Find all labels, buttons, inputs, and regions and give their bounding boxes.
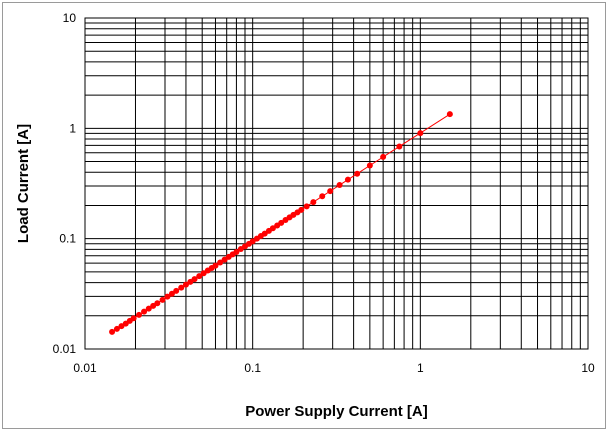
data-point [344, 176, 351, 183]
plot-area-border [84, 17, 589, 350]
data-point [269, 225, 276, 232]
data-point [396, 143, 403, 150]
data-point [366, 162, 373, 169]
data-point [319, 193, 326, 200]
data-point [109, 328, 116, 335]
data-point [336, 182, 343, 189]
data-point [159, 296, 166, 303]
data-point [233, 248, 240, 255]
data-point [303, 203, 310, 210]
chart-frame [2, 2, 606, 429]
data-point [168, 290, 175, 297]
x-tick-labels: 0.01 0.1 1 10 [73, 361, 595, 375]
x-tick-label: 0.1 [244, 361, 261, 375]
data-point [196, 273, 203, 280]
y-tick-labels: 0.01 0.1 1 10 [53, 11, 77, 356]
data-point [327, 188, 334, 195]
data-point [164, 293, 171, 300]
data-point [278, 219, 285, 226]
data-point [380, 153, 387, 160]
data-point [182, 281, 189, 288]
data-point [154, 300, 161, 307]
data-point [141, 308, 148, 315]
y-tick-label: 0.1 [59, 232, 76, 246]
series-markers [109, 111, 453, 335]
x-tick-label: 0.01 [73, 361, 97, 375]
data-point [136, 311, 143, 318]
data-point [310, 199, 317, 206]
y-tick-label: 1 [69, 121, 76, 135]
data-point [298, 206, 305, 213]
data-point [354, 170, 361, 177]
y-tick-label: 10 [63, 11, 77, 25]
data-point [178, 284, 185, 291]
x-tick-label: 10 [581, 361, 595, 375]
data-point [191, 276, 198, 283]
data-point [173, 287, 180, 294]
data-point [130, 315, 137, 322]
y-tick-label: 0.01 [53, 342, 77, 356]
data-point [217, 259, 224, 266]
y-axis-title: Load Current [A] [15, 124, 32, 243]
x-tick-label: 1 [417, 361, 424, 375]
x-axis-title: Power Supply Current [A] [245, 403, 428, 420]
data-point [212, 262, 219, 269]
data-point [145, 305, 152, 312]
data-point [446, 111, 453, 118]
data-point [113, 325, 120, 332]
data-point [417, 130, 424, 137]
